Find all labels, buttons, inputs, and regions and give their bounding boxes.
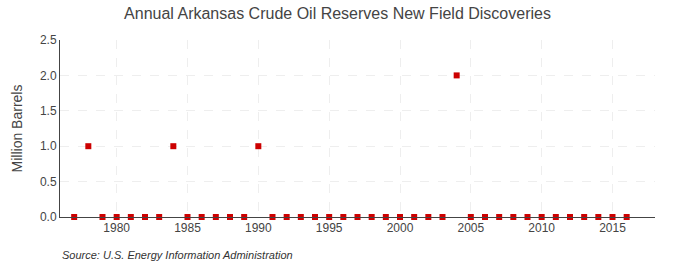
svg-text:Source: U.S. Energy Informatio: Source: U.S. Energy Information Administ… <box>62 249 293 261</box>
svg-text:1990: 1990 <box>245 221 272 235</box>
svg-text:1.0: 1.0 <box>40 139 57 153</box>
svg-text:2.5: 2.5 <box>40 33 57 47</box>
svg-text:2.0: 2.0 <box>40 69 57 83</box>
svg-text:Million Barrels: Million Barrels <box>9 85 25 173</box>
svg-text:2010: 2010 <box>528 221 555 235</box>
svg-text:2005: 2005 <box>457 221 484 235</box>
svg-text:1980: 1980 <box>103 221 130 235</box>
svg-text:2015: 2015 <box>599 221 626 235</box>
svg-text:1.5: 1.5 <box>40 104 57 118</box>
svg-text:0.0: 0.0 <box>40 210 57 224</box>
svg-text:Annual Arkansas Crude Oil Rese: Annual Arkansas Crude Oil Reserves New F… <box>124 5 551 22</box>
svg-text:1995: 1995 <box>316 221 343 235</box>
svg-text:1985: 1985 <box>174 221 201 235</box>
svg-text:2000: 2000 <box>387 221 414 235</box>
svg-text:0.5: 0.5 <box>40 175 57 189</box>
